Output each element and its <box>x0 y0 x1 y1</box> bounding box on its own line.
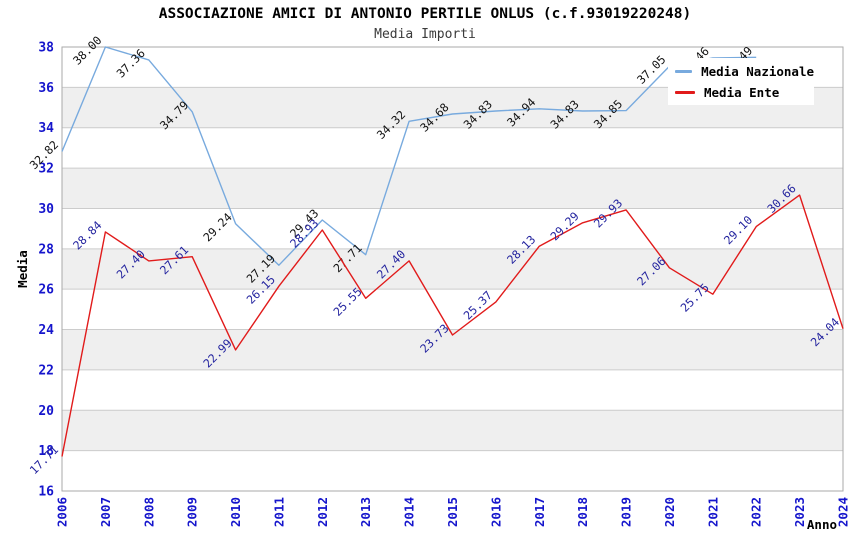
series-line-media-nazionale <box>61 46 757 266</box>
plot-border <box>61 46 844 492</box>
x-tick-label: 2008 <box>141 497 156 527</box>
point-label: 29.10 <box>721 213 755 247</box>
x-tick-label: 2015 <box>445 497 460 527</box>
chart-subtitle: Media Importi <box>374 27 476 42</box>
y-tick-label: 38 <box>38 41 54 56</box>
y-tick-label: 36 <box>38 81 54 96</box>
x-tick-label: 2013 <box>358 497 373 527</box>
y-tick-label: 22 <box>38 363 54 378</box>
legend-label: Media Nazionale <box>701 63 814 79</box>
x-tick-label: 2018 <box>575 497 590 527</box>
y-tick-label: 28 <box>38 242 54 257</box>
point-label: 29.24 <box>200 210 234 244</box>
point-label: 37.05 <box>634 52 668 86</box>
series-line-media-ente <box>61 194 844 457</box>
x-tick-label: 2024 <box>836 497 850 527</box>
x-tick-label: 2021 <box>705 497 720 527</box>
y-axis-title: Media <box>15 250 30 288</box>
x-tick-label: 2022 <box>749 497 764 527</box>
y-tick-label: 16 <box>38 485 54 500</box>
point-label: 25.37 <box>461 288 495 322</box>
chart-title: ASSOCIAZIONE AMICI DI ANTONIO PERTILE ON… <box>158 6 692 22</box>
legend-swatch-nazionale-icon <box>675 69 693 73</box>
plot-band <box>62 168 843 209</box>
y-tick-label: 20 <box>38 404 54 419</box>
plot-band <box>62 248 843 290</box>
y-tick-label: 30 <box>38 202 54 217</box>
y-tick-label: 26 <box>38 283 54 298</box>
x-tick-label: 2012 <box>315 497 330 527</box>
x-tick-label: 2020 <box>662 497 677 527</box>
legend-item-media-nazionale: Media Nazionale <box>668 64 814 79</box>
x-tick-label: 2011 <box>271 497 286 527</box>
x-tick-label: 2023 <box>792 497 807 527</box>
x-tick-label: 2006 <box>55 497 70 527</box>
legend-swatch-ente-icon <box>675 90 695 94</box>
x-axis-title: Anno <box>807 517 837 532</box>
plot-band <box>62 410 843 451</box>
plot-band <box>62 329 843 370</box>
legend-item-media-ente: Media Ente <box>668 85 814 100</box>
y-tick-label: 34 <box>38 121 54 136</box>
x-tick-label: 2017 <box>532 497 547 527</box>
legend-label: Media Ente <box>704 84 780 100</box>
legend: Media Nazionale Media Ente <box>668 58 814 105</box>
y-tick-label: 18 <box>38 444 54 459</box>
x-tick-label: 2014 <box>402 497 417 527</box>
x-tick-label: 2016 <box>488 497 503 527</box>
x-tick-label: 2010 <box>228 497 243 527</box>
y-tick-label: 32 <box>38 162 54 177</box>
y-tick-label: 24 <box>38 323 54 338</box>
x-tick-label: 2007 <box>98 497 113 527</box>
x-tick-label: 2019 <box>619 497 634 527</box>
x-tick-label: 2009 <box>185 497 200 527</box>
point-label: 28.84 <box>70 218 104 252</box>
